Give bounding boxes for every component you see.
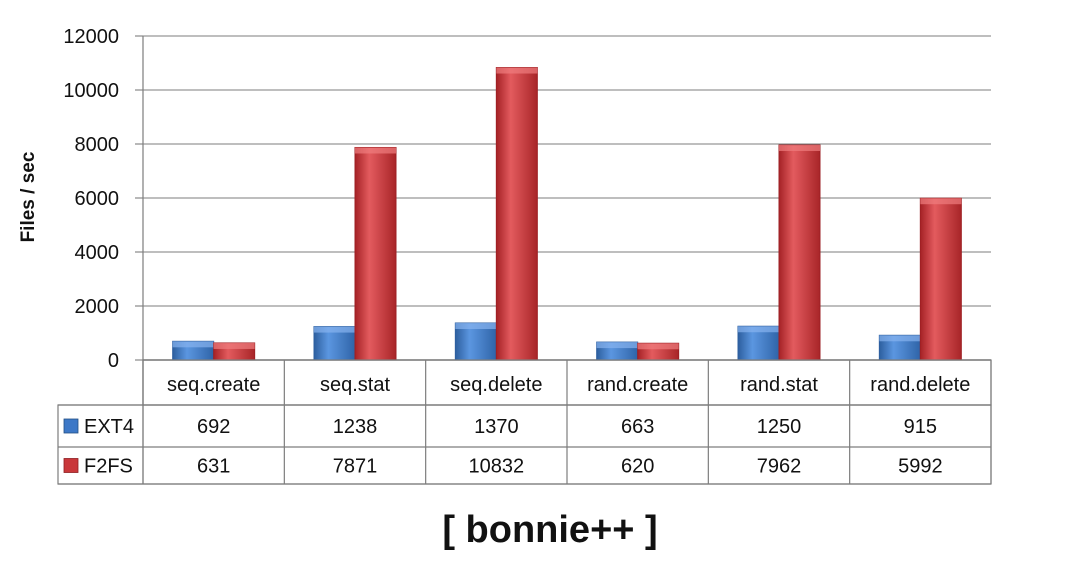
y-axis-label: Files / sec <box>18 151 39 242</box>
x-category-label: seq.stat <box>320 374 390 396</box>
x-category-label: seq.delete <box>450 374 542 396</box>
data-table-value: 631 <box>197 456 230 478</box>
data-table-value: 692 <box>197 416 230 438</box>
bar-f2fs-rand-stat <box>778 144 821 361</box>
data-table-value: 10832 <box>469 456 525 478</box>
bar-top-ext4-seq-create <box>172 341 214 348</box>
bar-top-ext4-seq-stat <box>314 326 355 333</box>
y-tick-label: 4000 <box>75 242 120 264</box>
x-category-label: seq.create <box>167 374 260 396</box>
bar-top-ext4-seq-delete <box>455 323 497 330</box>
x-category-label: rand.stat <box>740 374 818 396</box>
bar-top-f2fs-rand-create <box>637 343 679 350</box>
data-table-value: 7962 <box>757 456 802 478</box>
bar-f2fs-rand-delete <box>919 197 962 361</box>
bar-top-f2fs-seq-delete <box>496 67 538 74</box>
bar-top-f2fs-seq-stat <box>355 147 396 154</box>
legend-swatch-f2fs <box>63 458 79 473</box>
bar-top-f2fs-rand-delete <box>920 198 962 205</box>
legend-label-f2fs: F2FS <box>84 456 133 478</box>
y-tick-label: 8000 <box>75 134 120 156</box>
y-tick-label: 0 <box>108 350 119 372</box>
x-category-label: rand.delete <box>870 374 970 396</box>
y-tick-label: 10000 <box>63 80 119 102</box>
data-table-value: 1238 <box>333 416 378 438</box>
x-category-label: rand.create <box>587 374 688 396</box>
bar-top-ext4-rand-stat <box>738 326 779 333</box>
y-tick-label: 6000 <box>75 188 120 210</box>
data-table-value: 7871 <box>333 456 378 478</box>
legend-label-ext4: EXT4 <box>84 416 134 438</box>
data-table-value: 1370 <box>474 416 519 438</box>
data-table-value: 915 <box>904 416 937 438</box>
axis-layer: 0 2000 4000 6000 8000 10000 12000 <box>63 26 144 484</box>
data-table-value: 620 <box>621 456 654 478</box>
y-tick-label: 2000 <box>75 296 120 318</box>
bar-top-ext4-rand-create <box>596 342 638 349</box>
legend-swatch-ext4 <box>63 418 79 434</box>
bar-top-f2fs-rand-stat <box>779 145 820 152</box>
bars-layer <box>172 67 962 361</box>
y-tick-label: 12000 <box>63 26 119 48</box>
data-table-value: 1250 <box>757 416 802 438</box>
bar-top-f2fs-seq-create <box>213 342 255 349</box>
data-table-value: 663 <box>621 416 654 438</box>
bar-f2fs-seq-delete <box>495 67 538 361</box>
data-table: seq.create seq.stat seq.delete rand.create r… <box>57 359 992 485</box>
grid-layer <box>143 35 991 361</box>
bar-top-ext4-rand-delete <box>879 335 921 342</box>
chart-footer-title: [ bonnie++ ] <box>442 509 657 551</box>
bar-f2fs-seq-stat <box>354 146 397 361</box>
data-table-value: 5992 <box>898 456 943 478</box>
